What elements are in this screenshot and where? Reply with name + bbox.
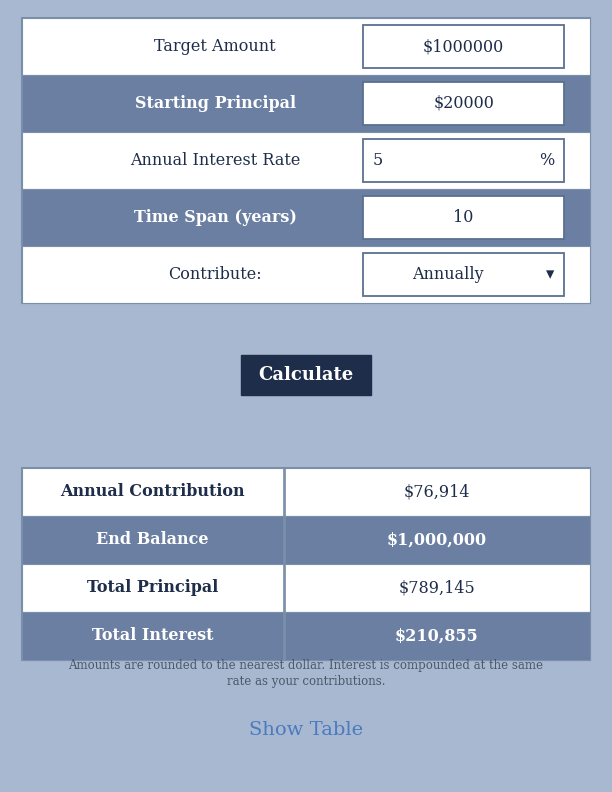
- Bar: [283, 564, 285, 612]
- Bar: [283, 612, 285, 660]
- Text: $76,914: $76,914: [403, 483, 470, 501]
- Bar: [22, 18, 590, 303]
- Text: $789,145: $789,145: [398, 580, 475, 596]
- Text: $20000: $20000: [433, 95, 494, 112]
- Bar: [283, 468, 285, 516]
- Bar: [363, 25, 564, 68]
- Text: Annual Contribution: Annual Contribution: [61, 483, 245, 501]
- Bar: [363, 253, 564, 296]
- Text: %: %: [539, 152, 554, 169]
- Text: 10: 10: [453, 209, 474, 226]
- Text: $1000000: $1000000: [423, 38, 504, 55]
- Text: Amounts are rounded to the nearest dollar. Interest is compounded at the same: Amounts are rounded to the nearest dolla…: [69, 660, 543, 672]
- Text: $210,855: $210,855: [395, 627, 479, 645]
- Text: $1,000,000: $1,000,000: [387, 531, 487, 549]
- Bar: [22, 18, 590, 75]
- Text: Annually: Annually: [412, 266, 483, 283]
- Text: Target Amount: Target Amount: [154, 38, 276, 55]
- Bar: [22, 612, 590, 660]
- Text: Annual Interest Rate: Annual Interest Rate: [130, 152, 300, 169]
- Text: ▾: ▾: [546, 266, 554, 283]
- Bar: [22, 189, 590, 246]
- Bar: [22, 516, 590, 564]
- Bar: [22, 564, 590, 612]
- Bar: [22, 246, 590, 303]
- Bar: [22, 468, 590, 660]
- Text: Show Table: Show Table: [249, 721, 363, 739]
- Text: rate as your contributions.: rate as your contributions.: [227, 676, 385, 688]
- Bar: [22, 468, 590, 516]
- Bar: [241, 355, 371, 395]
- Bar: [283, 516, 285, 564]
- Text: Starting Principal: Starting Principal: [135, 95, 296, 112]
- Bar: [363, 139, 564, 182]
- Text: Calculate: Calculate: [258, 366, 354, 384]
- Text: Time Span (years): Time Span (years): [133, 209, 297, 226]
- Text: Total Principal: Total Principal: [87, 580, 218, 596]
- Bar: [363, 82, 564, 125]
- Text: Contribute:: Contribute:: [168, 266, 262, 283]
- Text: Total Interest: Total Interest: [92, 627, 214, 645]
- Bar: [363, 196, 564, 239]
- Bar: [22, 75, 590, 132]
- Bar: [22, 132, 590, 189]
- Text: End Balance: End Balance: [97, 531, 209, 549]
- Text: 5: 5: [373, 152, 383, 169]
